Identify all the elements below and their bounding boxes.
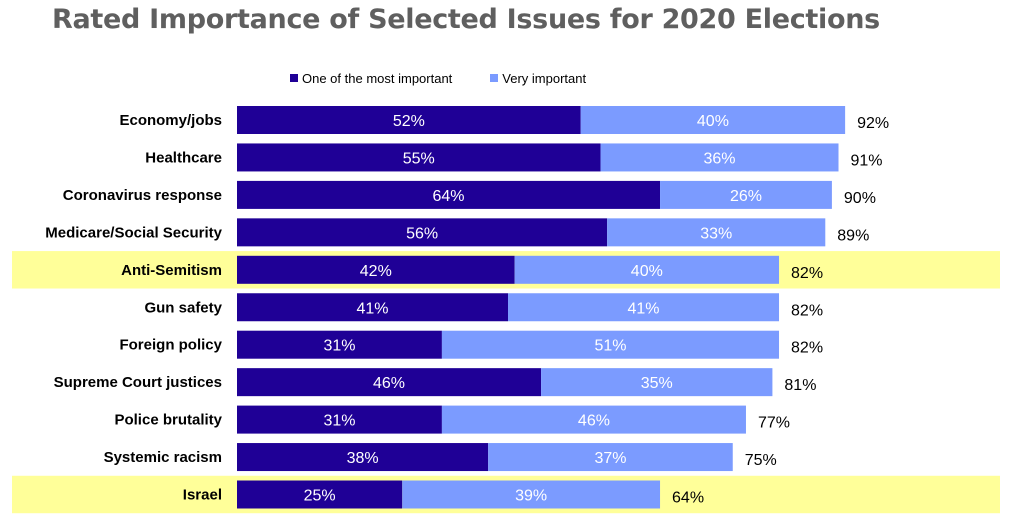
data-label-israel-series-0: 25% <box>304 488 336 505</box>
bar-supreme-court-justices-series-0 <box>237 368 542 397</box>
bar-police-brutality-series-1 <box>441 405 746 434</box>
data-label-healthcare-series-0: 55% <box>403 150 435 167</box>
data-label-anti-semitism-series-1: 40% <box>631 263 663 280</box>
data-label-healthcare-series-1: 36% <box>704 150 736 167</box>
data-label-coronavirus-response-series-1: 26% <box>730 188 762 205</box>
bar-gun-safety-series-0 <box>237 293 509 322</box>
category-label-gun-safety: Gun safety <box>144 299 222 316</box>
category-label-economy-jobs: Economy/jobs <box>119 112 222 129</box>
total-label-supreme-court-justices: 81% <box>784 377 816 394</box>
bar-medicare-social-security-series-0 <box>237 218 608 247</box>
bar-economy-jobs-series-0 <box>237 106 581 134</box>
total-label-israel: 64% <box>672 490 704 507</box>
bar-anti-semitism-series-0 <box>237 255 515 284</box>
bar-systemic-racism-series-0 <box>237 443 489 472</box>
bar-gun-safety-series-1 <box>508 293 780 322</box>
data-label-coronavirus-response-series-0: 64% <box>433 188 465 205</box>
data-label-gun-safety-series-1: 41% <box>627 300 659 317</box>
data-label-police-brutality-series-0: 31% <box>323 413 355 430</box>
bar-foreign-policy-series-0 <box>237 330 442 359</box>
legend-label-very-important: Very important <box>502 70 587 86</box>
bar-coronavirus-response-series-0 <box>237 180 661 209</box>
total-label-healthcare: 91% <box>851 152 883 169</box>
total-label-medicare-social-security: 89% <box>837 227 869 244</box>
category-label-coronavirus-response: Coronavirus response <box>63 187 222 204</box>
legend-swatch-most-important <box>290 74 298 82</box>
legend-item-most-important: One of the most important <box>290 71 452 86</box>
data-label-medicare-social-security-series-0: 56% <box>406 225 438 242</box>
category-label-anti-semitism: Anti-Semitism <box>121 262 222 279</box>
total-label-police-brutality: 77% <box>758 415 790 432</box>
legend-swatch-very-important <box>490 74 499 82</box>
bar-police-brutality-series-0 <box>237 405 442 434</box>
legend-item-very-important: Very important <box>490 71 586 86</box>
data-label-economy-jobs-series-1: 40% <box>697 113 729 130</box>
category-label-systemic-racism: Systemic racism <box>104 449 222 466</box>
category-label-medicare-social-security: Medicare/Social Security <box>45 224 222 241</box>
bar-systemic-racism-series-1 <box>488 443 733 472</box>
bar-healthcare-series-0 <box>237 143 601 172</box>
total-label-anti-semitism: 82% <box>791 265 823 282</box>
bar-coronavirus-response-series-1 <box>660 180 832 209</box>
legend-label-most-important: One of the most important <box>302 70 453 86</box>
data-label-supreme-court-justices-series-1: 35% <box>641 375 673 392</box>
data-label-foreign-policy-series-0: 31% <box>323 338 355 355</box>
total-label-gun-safety: 82% <box>791 302 823 319</box>
bar-israel-series-1 <box>402 480 661 509</box>
data-label-systemic-racism-series-0: 38% <box>347 450 379 467</box>
bar-economy-jobs-series-1 <box>580 106 846 134</box>
total-label-coronavirus-response: 90% <box>844 190 876 207</box>
data-label-supreme-court-justices-series-0: 46% <box>373 375 405 392</box>
bar-anti-semitism-series-1 <box>514 255 780 284</box>
total-label-economy-jobs: 92% <box>857 115 889 132</box>
category-label-police-brutality: Police brutality <box>114 412 222 429</box>
bar-israel-series-0 <box>237 480 403 509</box>
bar-supreme-court-justices-series-1 <box>541 368 773 397</box>
bar-healthcare-series-1 <box>600 143 839 172</box>
bar-foreign-policy-series-1 <box>441 330 780 359</box>
data-label-gun-safety-series-0: 41% <box>356 300 388 317</box>
data-label-economy-jobs-series-0: 52% <box>393 113 425 130</box>
data-label-systemic-racism-series-1: 37% <box>594 450 626 467</box>
category-label-supreme-court-justices: Supreme Court justices <box>54 374 222 391</box>
data-label-foreign-policy-series-1: 51% <box>594 338 626 355</box>
data-label-medicare-social-security-series-1: 33% <box>700 225 732 242</box>
category-label-healthcare: Healthcare <box>145 149 222 166</box>
chart-legend: One of the most important Very important <box>290 68 624 88</box>
bar-medicare-social-security-series-1 <box>607 218 826 247</box>
total-label-systemic-racism: 75% <box>745 452 777 469</box>
category-label-israel: Israel <box>183 487 222 504</box>
category-label-foreign-policy: Foreign policy <box>119 337 222 354</box>
data-label-police-brutality-series-1: 46% <box>578 413 610 430</box>
data-label-anti-semitism-series-0: 42% <box>360 263 392 280</box>
total-label-foreign-policy: 82% <box>791 340 823 357</box>
chart-title: Rated Importance of Selected Issues for … <box>52 4 880 35</box>
data-label-israel-series-1: 39% <box>515 488 547 505</box>
